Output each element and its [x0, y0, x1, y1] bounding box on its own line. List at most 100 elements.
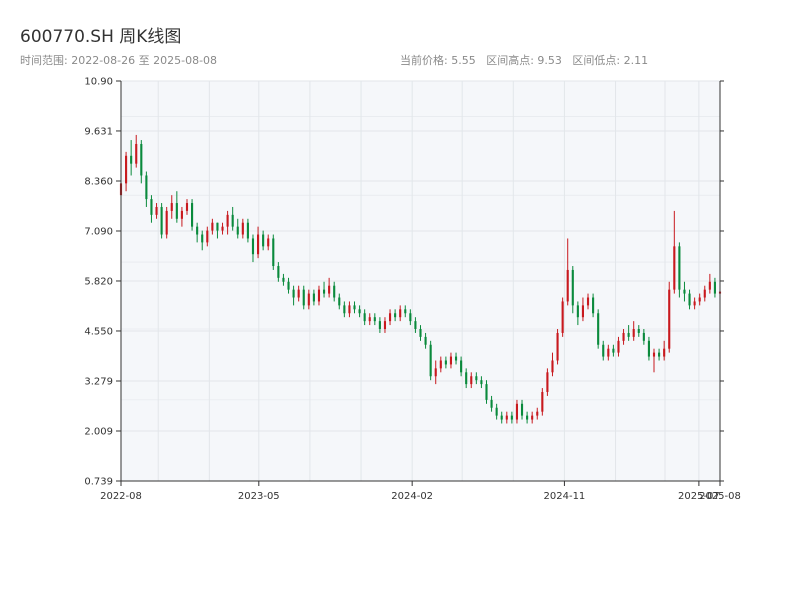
candle-body [317, 289, 321, 302]
candle-body [526, 415, 529, 420]
candle-body [333, 285, 336, 298]
candle-body [490, 399, 493, 408]
candle-body [713, 281, 716, 294]
candle-body [404, 309, 407, 314]
candle-body [206, 230, 209, 243]
candle-body [191, 203, 194, 227]
candle-body [414, 321, 417, 330]
candle-body [196, 226, 199, 235]
candle-body [419, 329, 422, 337]
candle-body [429, 344, 432, 377]
y-tick-label: 0.739 [84, 477, 113, 488]
candle-body [262, 234, 265, 247]
candle-body [531, 415, 534, 420]
candle-body [226, 214, 229, 227]
candle-body [500, 415, 503, 420]
candle-body [495, 407, 498, 416]
candle-body [125, 155, 128, 184]
x-axis-ticks: 2022-08 2023-05 2024-02 2024-11 2025-072025-… [100, 481, 741, 502]
candle-body [231, 214, 234, 227]
candle-body [460, 360, 463, 373]
candle-body [160, 206, 163, 235]
candle-body [363, 313, 366, 322]
candle-body [571, 269, 574, 306]
x-tick-label: 2025-08 [699, 491, 741, 502]
candle-body [155, 206, 158, 215]
y-tick-label: 5.820 [84, 276, 113, 287]
candle-body [668, 289, 671, 349]
candle-body [409, 313, 412, 322]
range-low: 区间低点: 2.11 [572, 54, 649, 67]
x-tick-label: 2024-02 [391, 491, 433, 502]
candle-body [201, 234, 204, 243]
candle-body [663, 348, 666, 357]
candle-body [683, 289, 686, 294]
x-tick-label: 2022-08 [100, 491, 142, 502]
candle-body [541, 391, 544, 412]
candle-body [576, 305, 579, 318]
candle-body [267, 238, 270, 247]
candle-body [272, 238, 275, 267]
candle-body [536, 411, 539, 416]
candle-body [378, 321, 381, 330]
candle-body [658, 352, 661, 357]
candle-body [394, 313, 397, 318]
candle-body [343, 305, 346, 314]
candle-body [592, 297, 595, 314]
candle-body [708, 281, 711, 290]
candle-body [561, 301, 564, 333]
candle-body [307, 293, 310, 306]
y-tick-label: 7.090 [84, 226, 113, 237]
candle-body [556, 332, 559, 361]
candle-body [480, 380, 483, 385]
candle-body [581, 305, 585, 318]
candle-body [145, 175, 148, 200]
candle-body [627, 332, 630, 337]
candle-body [241, 222, 244, 235]
y-tick-label: 8.360 [84, 176, 113, 187]
candle-body [424, 336, 427, 345]
price-stats: 当前价格: 5.55 区间高点: 9.53 区间低点: 2.11 [400, 52, 655, 68]
candle-body [180, 210, 183, 219]
candle-body [586, 297, 590, 306]
candle-body [520, 403, 524, 416]
candle-body [399, 309, 402, 318]
candle-body [216, 222, 219, 231]
y-tick-label: 3.279 [84, 377, 113, 388]
candle-body [693, 301, 696, 306]
candle-body [277, 266, 280, 278]
candle-body [617, 340, 620, 353]
candle-body [256, 234, 260, 255]
candle-body [338, 297, 341, 306]
candle-body [358, 309, 361, 314]
candle-body [673, 246, 676, 290]
y-tick-label: 10.90 [84, 77, 113, 88]
candle-body [602, 344, 605, 357]
candle-body [515, 403, 519, 420]
candle-body [287, 281, 290, 290]
candle-body [678, 246, 681, 290]
candles [119, 134, 722, 424]
candle-body [221, 226, 224, 231]
candle-body [470, 376, 473, 385]
candle-body [597, 313, 600, 345]
candle-body [185, 203, 189, 211]
candle-body [551, 360, 554, 373]
candle-body [236, 226, 239, 235]
candle-body [302, 289, 305, 306]
candle-body [282, 277, 285, 282]
candle-body [449, 356, 453, 365]
candle-body [485, 384, 488, 400]
candle-body [297, 289, 300, 298]
candle-body [165, 210, 168, 235]
y-axis-ticks: 0.739 2.009 3.279 4.550 5.820 7.090 8.360 9.631… [84, 77, 724, 488]
candle-body [637, 329, 640, 333]
candle-body [322, 289, 326, 294]
candle-body [652, 352, 656, 357]
candle-body [383, 321, 387, 330]
candle-body [510, 415, 513, 420]
candle-body [698, 297, 701, 302]
chart-title: 600770.SH 周K线图 [20, 27, 182, 47]
candle-body [439, 360, 442, 369]
y-tick-label: 4.550 [84, 326, 113, 337]
